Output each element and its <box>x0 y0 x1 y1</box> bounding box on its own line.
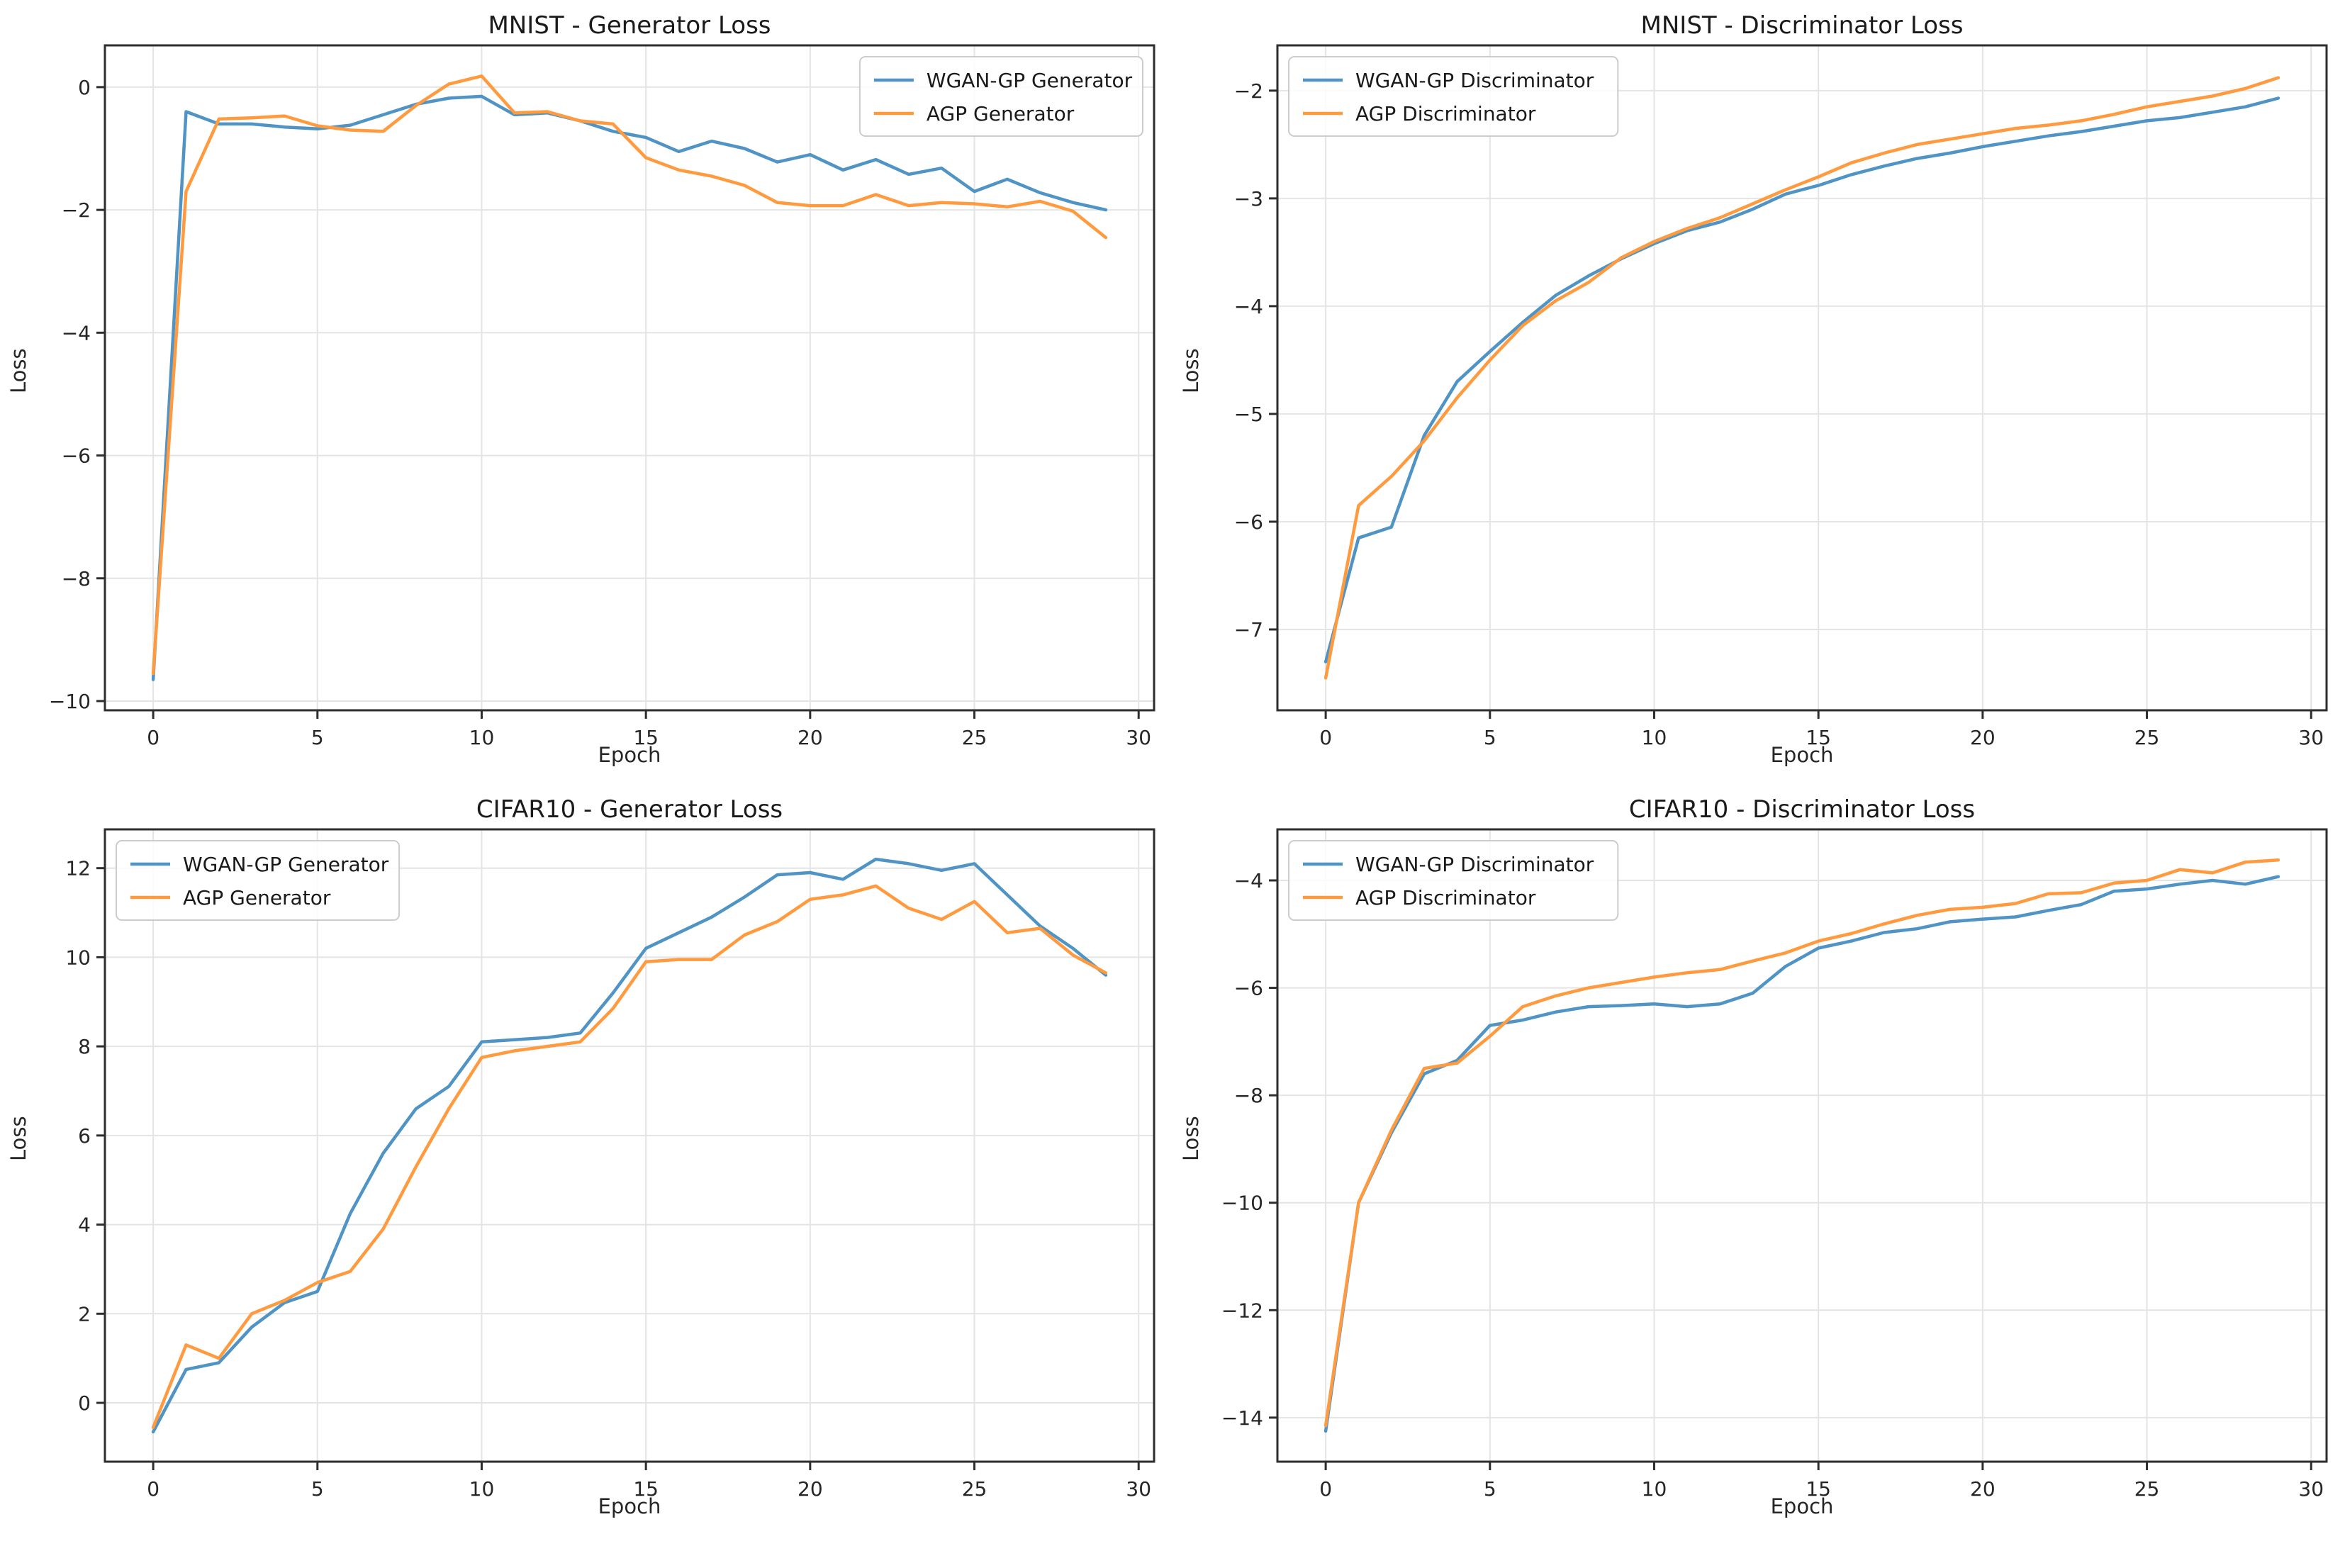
legend-label-0: WGAN-GP Generator <box>927 69 1133 92</box>
chart-mnist-discriminator-loss: 0 5 10 15 20 25 30 −2 −3 −4 −5 −6 −7 WGAN-GP Discrimi… <box>1172 0 2345 784</box>
y-axis-label: Loss <box>6 1116 30 1161</box>
tick-label-x: 15 <box>1806 726 1831 749</box>
legend-label-0: WGAN-GP Discriminator <box>1355 853 1594 876</box>
tick-label-x: 30 <box>2298 726 2324 749</box>
tick-label-x: 25 <box>962 1477 987 1501</box>
tick-label-y: −4 <box>1234 869 1263 892</box>
tick-label-x: 5 <box>1484 1477 1496 1501</box>
tick-label-y: −4 <box>62 321 91 345</box>
tick-label-y: −6 <box>1234 510 1263 534</box>
tick-label-y: −2 <box>1234 79 1263 103</box>
chart-title: CIFAR10 - Discriminator Loss <box>1628 795 1976 824</box>
tick-label-x: 5 <box>1484 726 1496 749</box>
y-axis-label: Loss <box>1179 348 1203 393</box>
x-axis-label: Epoch <box>598 1494 661 1518</box>
tick-label-y: −6 <box>62 444 91 468</box>
x-axis-label: Epoch <box>1770 743 1834 767</box>
tick-label-x: 0 <box>147 1477 159 1501</box>
chart-cifar10-discriminator-loss: 0 5 10 15 20 25 30 −4 −6 −8 −10 −12 −14 WGAN-GP Discr… <box>1172 784 2345 1568</box>
y-axis-label: Loss <box>6 348 30 393</box>
tick-label-y: 0 <box>78 1391 91 1415</box>
x-axis-label: Epoch <box>598 743 661 767</box>
tick-label-y: −8 <box>62 567 91 590</box>
tick-label-y: 10 <box>65 946 91 969</box>
chart-title: CIFAR10 - Generator Loss <box>476 795 783 824</box>
cifar10-generator-plot: 0 5 10 15 20 25 30 0 2 4 6 8 10 12 WGAN-GP Generator AG… <box>65 828 1155 1501</box>
tick-label-y: 2 <box>78 1302 91 1326</box>
legend-label-0: WGAN-GP Generator <box>183 853 389 876</box>
legend-box <box>858 56 1144 137</box>
tick-label-x: 30 <box>1126 1477 1151 1501</box>
tick-label-x: 25 <box>2134 726 2160 749</box>
tick-label-y: 12 <box>65 857 91 880</box>
x-axis-label: Epoch <box>1770 1494 1834 1518</box>
legend-box <box>116 840 401 921</box>
tick-label-x: 0 <box>147 726 159 749</box>
tick-label-x: 25 <box>2134 1477 2160 1501</box>
axes-spines <box>1276 828 2328 1463</box>
tick-label-x: 10 <box>1642 726 1667 749</box>
tick-label-y: −4 <box>1234 295 1263 318</box>
axes-spines <box>103 828 1155 1463</box>
cifar10-discriminator-plot: 0 5 10 15 20 25 30 −4 −6 −8 −10 −12 −14 WGAN-GP Discr… <box>1221 828 2328 1501</box>
chart-title: MNIST - Discriminator Loss <box>1640 11 1964 40</box>
tick-label-x: 10 <box>469 726 495 749</box>
tick-label-x: 20 <box>1970 726 1996 749</box>
series-line-1 <box>1323 76 2280 680</box>
series-line-0 <box>151 857 1108 1434</box>
legend-label-1: AGP Discriminator <box>1355 102 1536 125</box>
tick-label-y: 6 <box>78 1124 91 1148</box>
legend-label-1: AGP Discriminator <box>1355 886 1536 909</box>
series-line-0 <box>151 94 1108 681</box>
tick-label-x: 30 <box>1126 726 1151 749</box>
tick-label-y: −14 <box>1221 1406 1263 1430</box>
legend-box <box>1288 840 1619 921</box>
legend-label-1: AGP Generator <box>183 886 331 909</box>
tick-label-x: 10 <box>1642 1477 1667 1501</box>
axes-spines <box>1276 44 2328 712</box>
tick-label-y: −3 <box>1234 187 1263 211</box>
tick-label-y: −6 <box>1234 977 1263 1000</box>
mnist-discriminator-plot: 0 5 10 15 20 25 30 −2 −3 −4 −5 −6 −7 WGAN-GP Discrimi… <box>1234 44 2328 749</box>
legend-box <box>1288 56 1619 137</box>
tick-label-x: 0 <box>1319 726 1332 749</box>
tick-label-x: 10 <box>469 1477 495 1501</box>
series-line-1 <box>151 74 1108 676</box>
tick-label-x: 20 <box>1970 1477 1996 1501</box>
tick-label-x: 5 <box>311 1477 324 1501</box>
chart-cifar10-generator-loss: 0 5 10 15 20 25 30 0 2 4 6 8 10 12 WGAN-GP Generator AG… <box>0 784 1172 1568</box>
tick-label-y: −7 <box>1234 618 1263 642</box>
tick-label-x: 15 <box>633 1477 659 1501</box>
tick-label-y: 8 <box>78 1035 91 1058</box>
chart-title: MNIST - Generator Loss <box>488 11 771 40</box>
tick-label-x: 25 <box>962 726 987 749</box>
axes-spines <box>103 44 1155 712</box>
tick-label-x: 20 <box>797 1477 823 1501</box>
series-line-1 <box>1323 858 2280 1428</box>
tick-label-y: −2 <box>62 198 91 222</box>
y-axis-label: Loss <box>1179 1116 1203 1161</box>
series-line-1 <box>151 884 1108 1429</box>
tick-label-x: 20 <box>797 726 823 749</box>
tick-label-x: 0 <box>1319 1477 1332 1501</box>
tick-label-x: 15 <box>1806 1477 1831 1501</box>
series-line-0 <box>1323 875 2280 1433</box>
chart-mnist-generator-loss: 0 5 10 15 20 25 30 0 −2 −4 −6 −8 −10 WGAN-GP Generato… <box>0 0 1172 784</box>
tick-label-x: 30 <box>2298 1477 2324 1501</box>
tick-label-y: −8 <box>1234 1084 1263 1107</box>
tick-label-y: −12 <box>1221 1299 1263 1322</box>
tick-label-y: −10 <box>1221 1192 1263 1215</box>
tick-label-y: −5 <box>1234 403 1263 426</box>
tick-label-y: −10 <box>49 690 91 713</box>
tick-label-y: 0 <box>78 76 91 99</box>
tick-label-x: 5 <box>311 726 324 749</box>
series-line-0 <box>1323 96 2280 663</box>
legend-label-1: AGP Generator <box>927 102 1075 125</box>
mnist-generator-plot: 0 5 10 15 20 25 30 0 −2 −4 −6 −8 −10 WGAN-GP Generato… <box>49 44 1155 749</box>
legend-label-0: WGAN-GP Discriminator <box>1355 69 1594 92</box>
tick-label-x: 15 <box>633 726 659 749</box>
tick-label-y: 4 <box>78 1214 91 1237</box>
